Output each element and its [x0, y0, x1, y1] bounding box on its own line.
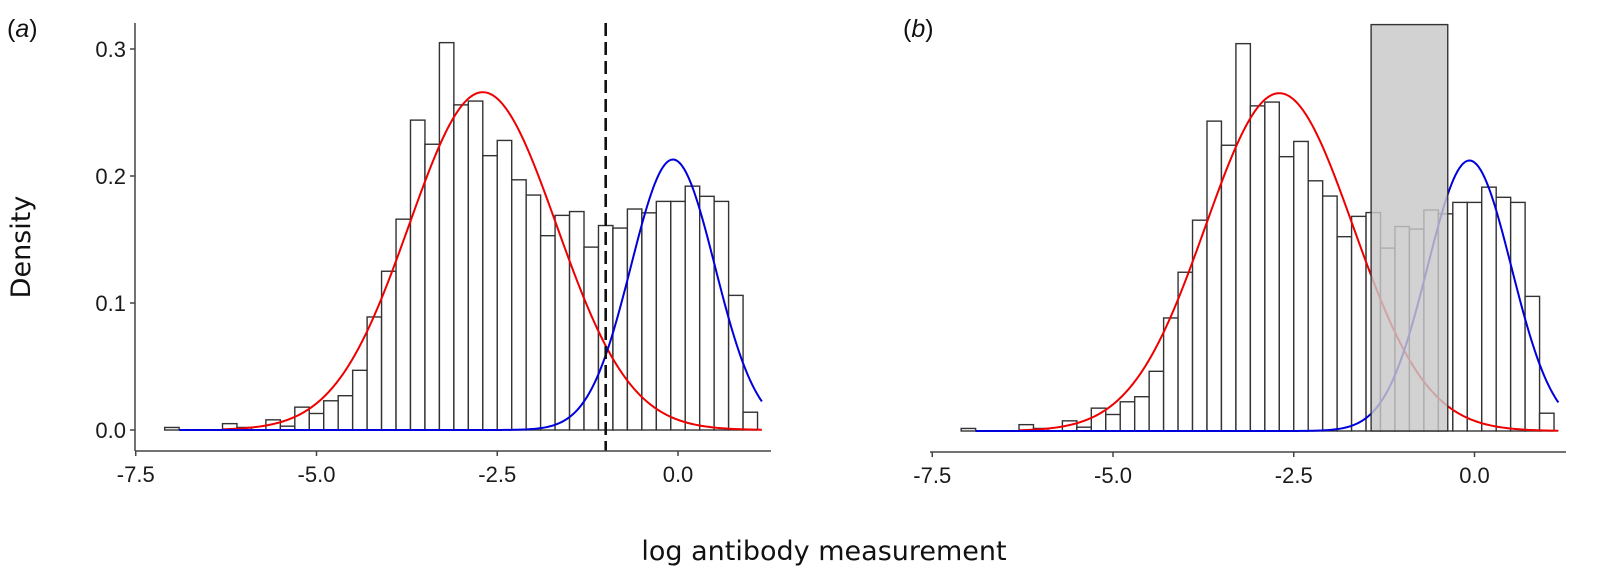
histogram-bar: [583, 246, 600, 431]
histogram-bar: [351, 369, 368, 431]
histogram-bar: [670, 200, 686, 431]
shaded-region: [1370, 23, 1449, 432]
histogram-bar: [1206, 120, 1223, 432]
histogram-bar: [713, 200, 730, 431]
histogram-bar: [424, 143, 441, 431]
axes: -7.5 -5.0 -2.5 0.0: [913, 451, 1566, 488]
histogram-bar: [554, 214, 571, 431]
panel-b: (b) -7.5 -5.0 -2.5 0.0: [903, 15, 1566, 488]
x-tick-label: -2.5: [478, 462, 516, 487]
histogram-bar: [655, 200, 672, 431]
histogram-bar: [482, 154, 498, 431]
red-component-curve: [222, 91, 762, 431]
x-tick-label: -5.0: [1094, 463, 1132, 488]
histogram-bar: [409, 119, 426, 431]
y-ticks: 0.0 0.1 0.2 0.3: [95, 37, 135, 443]
histogram-bar: [1293, 140, 1309, 432]
histogram-bar: [525, 194, 542, 431]
histogram-bar: [1162, 317, 1179, 432]
y-axis-title: Density: [6, 196, 37, 299]
histogram-bar: [308, 412, 325, 431]
histogram-bar: [337, 395, 354, 431]
histogram-bar: [163, 426, 180, 431]
histogram-bar: [1321, 195, 1338, 432]
histogram-bars: [163, 41, 759, 431]
histogram-bar: [1119, 401, 1136, 432]
histogram-bar: [1307, 180, 1324, 432]
panel-a: (a) 0.0 0.1 0.2 0.3 -7.5 -5.0 -2.5 0.0: [7, 15, 771, 487]
x-tick-label: -7.5: [913, 463, 951, 488]
histogram-bar: [1249, 105, 1266, 432]
histogram-bar: [366, 316, 383, 431]
panel-a-label: (a): [7, 15, 38, 43]
histogram-bar: [568, 210, 585, 431]
histogram-bar: [641, 212, 658, 431]
x-tick-label: -2.5: [1275, 463, 1313, 488]
histogram-bar: [1524, 295, 1541, 432]
blue-component-curve: [975, 159, 1560, 432]
y-tick-label: 0.2: [95, 164, 126, 189]
histogram-bar: [539, 234, 556, 431]
x-tick-label: -7.5: [117, 462, 155, 487]
x-axis-title: log antibody measurement: [641, 536, 1006, 567]
histogram-bar: [626, 208, 643, 431]
histogram-bar: [1350, 215, 1367, 432]
histogram-bar: [323, 400, 339, 431]
histogram-bar: [960, 427, 977, 432]
histogram-bar: [1278, 155, 1295, 432]
density-curves: [179, 91, 763, 431]
histogram-bar: [1336, 235, 1353, 432]
x-tick-label: 0.0: [663, 462, 694, 487]
y-tick-label: 0.0: [95, 418, 126, 443]
histogram-bar: [727, 294, 744, 431]
histogram-bar: [1191, 219, 1208, 432]
histogram-bar: [1220, 144, 1237, 432]
x-ticks: -7.5 -5.0 -2.5 0.0: [913, 452, 1490, 488]
histogram-bar: [1538, 412, 1555, 432]
blue-component-curve: [179, 158, 763, 431]
histogram-bar: [511, 179, 527, 431]
histogram-bar: [496, 139, 513, 431]
histogram-bar: [395, 218, 412, 431]
histogram-bar: [1452, 201, 1468, 432]
red-component-curve: [1018, 92, 1559, 432]
x-tick-label: 0.0: [1459, 463, 1490, 488]
x-ticks: -7.5 -5.0 -2.5 0.0: [117, 451, 694, 487]
histogram-bar: [1133, 396, 1150, 432]
histogram-bar: [1466, 201, 1483, 432]
y-tick-label: 0.3: [95, 37, 126, 62]
panel-b-label: (b): [903, 15, 934, 43]
histogram-bar: [1105, 413, 1121, 432]
axes: 0.0 0.1 0.2 0.3 -7.5 -5.0 -2.5 0.0: [95, 23, 771, 487]
histogram-bar: [453, 104, 470, 431]
histogram-bar: [467, 100, 484, 431]
histogram-bar: [742, 411, 759, 431]
density-curves: [975, 92, 1560, 432]
histogram-bar: [1264, 101, 1280, 432]
histogram-bar: [438, 41, 455, 431]
histogram-bar: [1509, 201, 1526, 432]
histogram-bar: [1235, 42, 1252, 432]
histogram-bar: [1148, 370, 1165, 432]
y-tick-label: 0.1: [95, 291, 126, 316]
x-tick-label: -5.0: [298, 462, 336, 487]
histogram-bars: [960, 42, 1555, 432]
histogram-bar: [684, 185, 701, 431]
histogram-bar: [1481, 186, 1497, 432]
